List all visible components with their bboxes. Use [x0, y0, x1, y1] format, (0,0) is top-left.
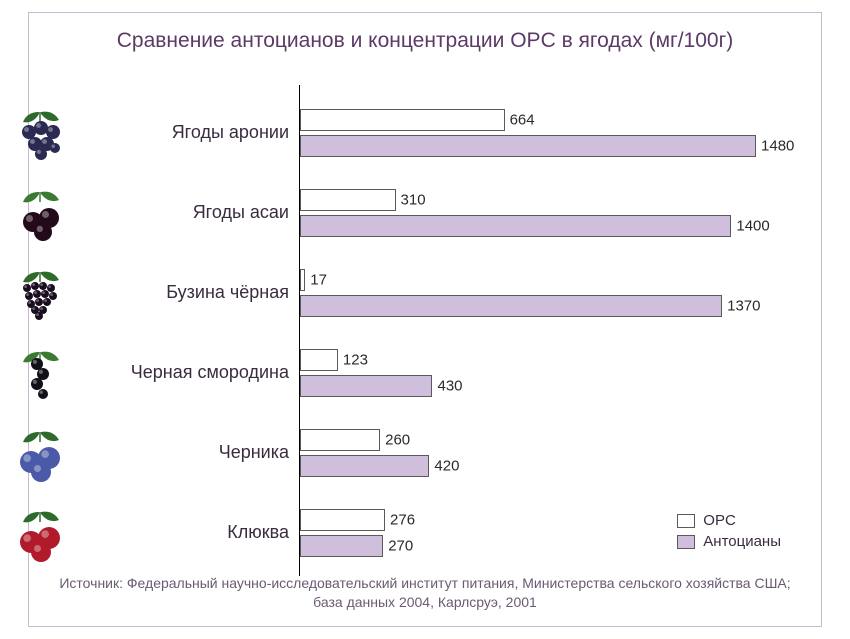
legend-item: OPC [677, 512, 781, 529]
bar-opc: 664 [300, 109, 505, 131]
legend: OPC Антоцианы [677, 508, 781, 550]
bar-opc: 310 [300, 189, 396, 211]
bar-value: 310 [401, 192, 426, 209]
legend-label: Антоцианы [703, 533, 781, 550]
category-label: Бузина чёрная [166, 282, 289, 304]
berry-icon [9, 342, 71, 404]
category-label: Черная смородина [131, 362, 289, 384]
bar-group: 17 1370 [300, 253, 791, 333]
bar-value: 260 [385, 432, 410, 449]
source-text: Источник: Федеральный научно-исследовате… [49, 574, 801, 612]
bar-opc: 260 [300, 429, 380, 451]
bar-group: 664 1480 [300, 93, 791, 173]
berry-icon [9, 262, 71, 324]
bar-value: 123 [343, 352, 368, 369]
chart-panel: Сравнение антоцианов и концентрации OPC … [28, 12, 822, 627]
category-label: Ягоды аронии [172, 122, 289, 144]
bar-anthocyanins: 270 [300, 535, 383, 557]
bar-anthocyanins: 420 [300, 455, 429, 477]
bar-value: 420 [434, 458, 459, 475]
legend-item: Антоцианы [677, 533, 781, 550]
legend-label: OPC [703, 512, 736, 529]
bar-value: 1370 [727, 298, 760, 315]
bar-group: 260 420 [300, 413, 791, 493]
bar-value: 1480 [761, 138, 794, 155]
chart-frame: Сравнение антоцианов и концентрации OPC … [0, 0, 850, 639]
chart-row: Ягоды асаи 310 1400 [29, 173, 821, 253]
category-label: Черника [219, 442, 289, 464]
bar-opc: 123 [300, 349, 338, 371]
berry-icon [9, 182, 71, 244]
bar-value: 276 [390, 512, 415, 529]
legend-swatch [677, 535, 695, 549]
bar-value: 270 [388, 538, 413, 555]
category-label: Клюква [227, 522, 289, 544]
berry-icon [9, 102, 71, 164]
bar-value: 430 [437, 378, 462, 395]
chart-row: Черника 260 420 [29, 413, 821, 493]
bar-value: 17 [310, 272, 327, 289]
bar-opc: 276 [300, 509, 385, 531]
berry-icon [9, 502, 71, 564]
bar-anthocyanins: 1480 [300, 135, 756, 157]
chart-row: Ягоды аронии 664 1480 [29, 93, 821, 173]
plot-area: Ягоды аронии 664 1480 Ягоды асаи 310 1400 Бу… [29, 93, 821, 568]
chart-title: Сравнение антоцианов и концентрации OPC … [29, 13, 821, 64]
category-label: Ягоды асаи [193, 202, 289, 224]
bar-value: 1400 [736, 218, 769, 235]
legend-swatch [677, 514, 695, 528]
chart-row: Черная смородина 123 430 [29, 333, 821, 413]
chart-row: Бузина чёрная 17 1370 [29, 253, 821, 333]
bar-value: 664 [510, 112, 535, 129]
bar-group: 310 1400 [300, 173, 791, 253]
bar-anthocyanins: 1400 [300, 215, 731, 237]
bar-group: 123 430 [300, 333, 791, 413]
berry-icon [9, 422, 71, 484]
bar-opc: 17 [300, 269, 305, 291]
bar-anthocyanins: 1370 [300, 295, 722, 317]
bar-anthocyanins: 430 [300, 375, 432, 397]
